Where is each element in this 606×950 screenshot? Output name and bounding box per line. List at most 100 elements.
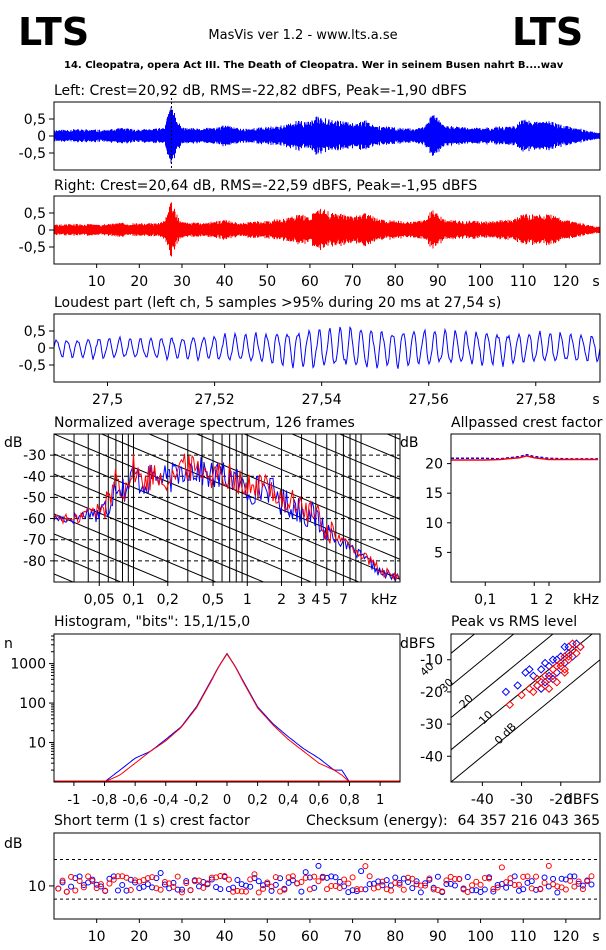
short-crest-point-right — [345, 880, 352, 887]
short-crest-point-left — [558, 875, 565, 882]
short-crest-point-left — [332, 874, 339, 881]
short-crest-ytick-label: 10 — [28, 879, 46, 895]
short-crest-point-right — [456, 875, 463, 882]
spectrum-ytick-label: -80 — [23, 554, 46, 570]
right-waveform-xtick-label: 110 — [510, 274, 537, 290]
peak-rms-xtick-label: -30 — [510, 792, 533, 808]
short-crest-point-right — [59, 877, 66, 884]
spectrum-slope-line — [54, 513, 218, 582]
short-crest-point-left — [174, 886, 181, 893]
histogram-xtick-label: 0,8 — [339, 793, 360, 808]
short-crest-point-right — [127, 886, 134, 893]
short-crest-point-left — [132, 879, 139, 886]
short-crest-xtick-label: 90 — [429, 929, 447, 945]
short-crest-point-right — [208, 874, 215, 881]
short-crest-point-right — [225, 876, 232, 883]
crest-ytick-label: 5 — [434, 545, 443, 561]
left-channel-title: Left: Crest=20,92 dB, RMS=-22,82 dBFS, P… — [54, 83, 467, 99]
short-crest-point-right — [396, 881, 403, 888]
peak-rms-point-right — [529, 687, 538, 697]
app-title: MasVis ver 1.2 - www.lts.a.se — [208, 28, 397, 43]
short-crest-point-left — [417, 889, 424, 896]
short-crest-point-right — [515, 881, 522, 888]
short-crest-point-right — [114, 873, 121, 880]
short-crest-xtick-label: 120 — [553, 929, 580, 945]
short-crest-point-right — [110, 876, 117, 883]
short-crest-point-right — [144, 875, 151, 882]
short-crest-point-left — [268, 887, 275, 894]
short-crest-point-right — [247, 876, 254, 883]
histogram-xtick-label: -0,6 — [122, 793, 147, 808]
crest-line-label: 10 — [476, 708, 495, 727]
peak-rms-point-left — [576, 642, 585, 652]
loudest-xtick-label: 27,52 — [195, 392, 235, 408]
short-crest-point-left — [481, 886, 488, 893]
histogram-ytick-label: 100 — [19, 696, 46, 712]
short-crest-point-left — [302, 869, 309, 876]
short-crest-point-right — [170, 883, 177, 890]
short-crest-point-left — [110, 873, 117, 880]
short-crest-point-right — [63, 888, 70, 895]
short-crest-point-left — [242, 882, 249, 889]
peak-rms-point-right — [560, 665, 569, 674]
right-waveform-xtick-label: 60 — [301, 274, 319, 290]
spectrum-slope-line — [243, 434, 400, 500]
spectrum-xtick-label: 5 — [322, 592, 331, 608]
short-crest-point-right — [102, 887, 109, 894]
crest-xtick-label: 0,1 — [474, 592, 496, 608]
short-crest-point-right — [358, 886, 365, 893]
short-crest-point-right — [520, 873, 527, 880]
spectrum-slope-line — [338, 434, 400, 460]
right-waveform-ytick-label: 0 — [37, 223, 46, 239]
short-crest-point-right — [349, 874, 356, 881]
short-crest-point-right — [524, 873, 531, 880]
peak-rms-point-right — [517, 690, 526, 700]
short-crest-point-left — [405, 878, 412, 885]
short-crest-point-right — [72, 887, 79, 894]
spectrum-xtick-label: 3 — [297, 592, 306, 608]
short-crest-point-left — [157, 870, 164, 877]
short-crest-point-right — [76, 878, 83, 885]
short-crest-point-right — [498, 864, 505, 871]
short-crest-point-right — [541, 879, 548, 886]
short-crest-frame — [53, 832, 601, 920]
short-crest-point-right — [379, 878, 386, 885]
peak-rms-point-left — [544, 661, 554, 671]
short-crest-point-left — [422, 880, 429, 887]
histogram-series-left — [101, 652, 353, 783]
histogram-xtick-label: 1 — [376, 793, 384, 808]
short-crest-point-right — [405, 874, 412, 881]
short-crest-point-right — [422, 882, 429, 889]
histogram-xtick-label: 0,6 — [309, 793, 330, 808]
short-crest-xtick-label: 70 — [344, 929, 362, 945]
short-crest-point-right — [545, 862, 552, 869]
loudest-xtick-label: 27,5 — [92, 392, 123, 408]
short-crest-point-left — [68, 883, 75, 890]
short-crest-point-right — [230, 888, 237, 895]
short-crest-point-right — [251, 871, 258, 878]
short-crest-point-right — [473, 878, 480, 885]
right-waveform-ytick-label: 0,5 — [24, 206, 46, 222]
short-crest-point-right — [191, 878, 198, 885]
right-waveform-frame — [53, 195, 601, 265]
loudest-ytick-label: -0,5 — [19, 358, 46, 374]
histogram-title: Histogram, "bits": 15,1/15,0 — [54, 614, 250, 630]
short-crest-point-right — [242, 888, 249, 895]
spectrum-plot: -30 -40 -50 -60 -70 -80 0,05 0,1 0,2 0,5 1 2 3 4 5 7 kHz — [23, 434, 400, 799]
short-crest-point-right — [255, 889, 262, 896]
loudest-part-plot: 0,50-0,5 27,5 27,52 27,54 27,56 27,58 s — [19, 324, 601, 408]
short-crest-point-right — [183, 880, 190, 887]
short-crest-point-right — [336, 884, 343, 891]
short-crest-point-right — [567, 877, 574, 884]
short-crest-point-left — [306, 874, 313, 881]
histogram-xtick-label: -0,8 — [92, 793, 117, 808]
short-crest-point-left — [234, 876, 241, 883]
spectrum-slope-line — [54, 654, 400, 799]
short-crest-point-right — [264, 879, 271, 886]
peak-rms-point-left — [536, 665, 546, 674]
short-crest-point-left — [149, 884, 156, 891]
short-crest-point-left — [217, 886, 224, 893]
short-crest-point-right — [387, 887, 394, 894]
left-waveform-plot: 0,50-0,5 — [19, 98, 601, 170]
crest-series-left — [451, 453, 598, 460]
